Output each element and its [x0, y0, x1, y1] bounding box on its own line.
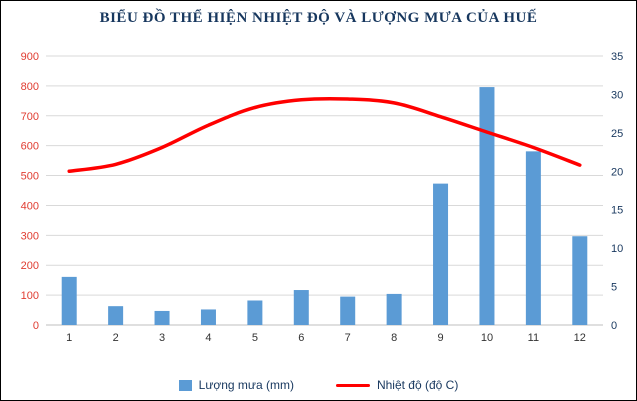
- x-axis-tick-label: 2: [113, 332, 119, 344]
- left-axis-tick-label: 400: [21, 200, 39, 212]
- legend-item-rainfall: Lượng mưa (mm): [178, 378, 294, 392]
- x-axis-tick-label: 5: [252, 332, 258, 344]
- rainfall-bar: [293, 290, 309, 325]
- left-axis-tick-label: 0: [33, 320, 39, 332]
- left-axis-tick-label: 100: [21, 290, 39, 302]
- rainfall-bar: [108, 306, 124, 325]
- right-axis-tick-label: 35: [611, 51, 623, 63]
- right-axis-tick-label: 25: [611, 128, 623, 140]
- rainfall-bar: [386, 293, 402, 325]
- left-axis-tick-label: 800: [21, 81, 39, 93]
- right-axis-tick-label: 30: [611, 89, 623, 101]
- left-axis-tick-label: 600: [21, 141, 39, 153]
- legend-label-temperature: Nhiệt độ (độ C): [376, 378, 459, 392]
- rainfall-bar: [247, 300, 263, 325]
- chart-legend: Lượng mưa (mm) Nhiệt độ (độ C): [1, 378, 636, 392]
- temperature-line-swatch-icon: [335, 383, 370, 387]
- x-axis-tick-label: 9: [437, 332, 443, 344]
- x-axis-tick-label: 1: [66, 332, 72, 344]
- x-axis-tick-label: 11: [528, 332, 539, 344]
- rainfall-bar: [154, 310, 170, 325]
- rainfall-bar: [61, 276, 77, 325]
- left-axis-tick-label: 300: [21, 230, 39, 242]
- rainfall-bar: [340, 296, 356, 325]
- combo-chart-plot: 0100200300400500600700800900051015202530…: [21, 51, 624, 344]
- x-axis-tick-label: 12: [574, 332, 586, 344]
- left-axis-tick-label: 700: [21, 111, 39, 123]
- legend-item-temperature: Nhiệt độ (độ C): [335, 378, 459, 392]
- x-axis-tick-label: 10: [481, 332, 493, 344]
- right-axis-tick-label: 15: [611, 205, 623, 217]
- rainfall-bar: [200, 309, 216, 325]
- rainfall-bar-swatch-icon: [178, 379, 192, 391]
- x-axis-tick-label: 8: [391, 332, 397, 344]
- rainfall-bar: [433, 183, 449, 325]
- left-axis-tick-label: 900: [21, 51, 39, 63]
- left-axis-tick-label: 200: [21, 260, 39, 272]
- x-axis-tick-label: 7: [345, 332, 351, 344]
- rainfall-bar: [525, 151, 541, 325]
- temperature-line: [67, 96, 582, 174]
- chart-title: BIỂU ĐỒ THỂ HIỆN NHIỆT ĐỘ VÀ LƯỢNG MƯA C…: [99, 10, 538, 26]
- x-axis-tick-label: 6: [298, 332, 304, 344]
- x-axis-tick-label: 3: [159, 332, 165, 344]
- x-axis-tick-label: 4: [205, 332, 211, 344]
- left-axis-tick-label: 500: [21, 171, 39, 183]
- legend-label-rainfall: Lượng mưa (mm): [198, 378, 294, 392]
- right-axis-tick-label: 20: [611, 166, 623, 178]
- rainfall-bar: [572, 236, 588, 325]
- right-axis-tick-label: 0: [611, 320, 617, 332]
- right-axis-tick-label: 10: [611, 243, 623, 255]
- rainfall-bar: [479, 87, 495, 325]
- right-axis-tick-label: 5: [611, 282, 617, 294]
